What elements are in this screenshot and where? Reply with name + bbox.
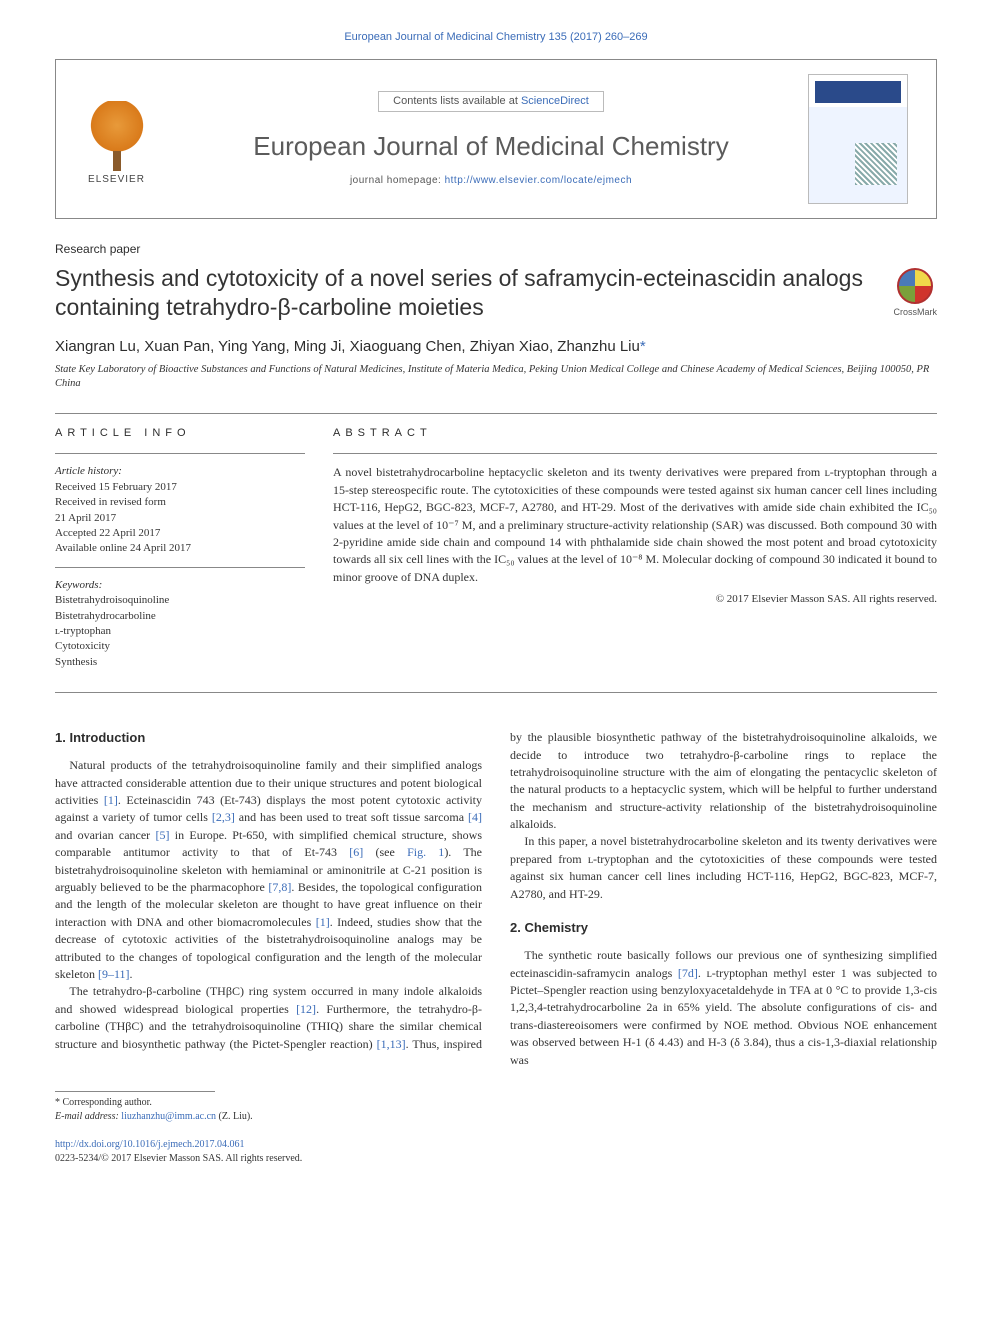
author-list: Xiangran Lu, Xuan Pan, Ying Yang, Ming J…	[55, 336, 937, 357]
received-line: Received 15 February 2017	[55, 480, 305, 495]
email-line: E-mail address: liuzhanzhu@imm.ac.cn (Z.…	[55, 1110, 937, 1124]
header-center: Contents lists available at ScienceDirec…	[190, 91, 792, 189]
revised-line-2: 21 April 2017	[55, 511, 305, 526]
abs-hr	[333, 453, 937, 454]
corresponding-email-link[interactable]: liuzhanzhu@imm.ac.cn	[121, 1111, 216, 1122]
s1p1-c: and has been used to treat soft tissue s…	[235, 810, 468, 824]
ref-4[interactable]: [4]	[468, 810, 482, 824]
ref-7d[interactable]: [7d]	[678, 966, 698, 980]
ref-7-8[interactable]: [7,8]	[268, 880, 291, 894]
keywords-label: Keywords:	[55, 578, 305, 593]
paper-title: Synthesis and cytotoxicity of a novel se…	[55, 264, 875, 322]
section-1-para-1: Natural products of the tetrahydroisoqui…	[55, 757, 482, 983]
issn-copyright: 0223-5234/© 2017 Elsevier Masson SAS. Al…	[55, 1152, 937, 1166]
online-line: Available online 24 April 2017	[55, 541, 305, 556]
kw-2: Bistetrahydrocarboline	[55, 609, 305, 624]
affiliation: State Key Laboratory of Bioactive Substa…	[55, 363, 937, 391]
crossmark-badge[interactable]: CrossMark	[893, 268, 937, 319]
elsevier-word: ELSEVIER	[88, 173, 145, 187]
article-info-block: ARTICLE INFO Article history: Received 1…	[55, 426, 305, 670]
homepage-link[interactable]: http://www.elsevier.com/locate/ejmech	[445, 175, 632, 186]
ref-12[interactable]: [12]	[296, 1002, 316, 1016]
journal-name-large: European Journal of Medicinal Chemistry	[190, 128, 792, 164]
ref-5[interactable]: [5]	[155, 828, 169, 842]
history-label: Article history:	[55, 464, 305, 479]
s1p1-d: and ovarian cancer	[55, 828, 155, 842]
ref-1[interactable]: [1]	[104, 793, 118, 807]
journal-homepage-line: journal homepage: http://www.elsevier.co…	[190, 174, 792, 188]
info-hr-1	[55, 453, 305, 454]
divider-bottom	[55, 692, 937, 693]
contents-lists-line: Contents lists available at ScienceDirec…	[378, 91, 604, 112]
crossmark-icon	[897, 268, 933, 304]
ref-9-11[interactable]: [9–11]	[98, 967, 130, 981]
info-hr-2	[55, 567, 305, 568]
s1p1-f: (see	[363, 845, 407, 859]
s2p1-b: . ʟ-tryptophan methyl ester 1 was subjec…	[510, 966, 937, 1067]
revised-line-1: Received in revised form	[55, 495, 305, 510]
homepage-pre: journal homepage:	[350, 175, 445, 186]
kw-1: Bistetrahydroisoquinoline	[55, 593, 305, 608]
article-info-head: ARTICLE INFO	[55, 426, 305, 441]
info-abstract-grid: ARTICLE INFO Article history: Received 1…	[55, 426, 937, 670]
authors-text: Xiangran Lu, Xuan Pan, Ying Yang, Ming J…	[55, 338, 640, 355]
divider-top	[55, 413, 937, 414]
abstract-copyright: © 2017 Elsevier Masson SAS. All rights r…	[333, 592, 937, 607]
doi-link[interactable]: http://dx.doi.org/10.1016/j.ejmech.2017.…	[55, 1139, 245, 1150]
ref-6[interactable]: [6]	[349, 845, 363, 859]
header-banner: ELSEVIER Contents lists available at Sci…	[55, 59, 937, 219]
abstract-head: ABSTRACT	[333, 426, 937, 441]
abstract-block: ABSTRACT A novel bistetrahydrocarboline …	[333, 426, 937, 670]
email-label: E-mail address:	[55, 1111, 121, 1122]
title-row: Synthesis and cytotoxicity of a novel se…	[55, 264, 937, 322]
section-1-heading: 1. Introduction	[55, 729, 482, 747]
fig-1-link[interactable]: Fig. 1	[407, 845, 444, 859]
doi-block: http://dx.doi.org/10.1016/j.ejmech.2017.…	[55, 1138, 937, 1166]
paper-type-label: Research paper	[55, 241, 937, 258]
footnote-block: * Corresponding author. E-mail address: …	[55, 1096, 937, 1124]
elsevier-tree-icon	[82, 101, 152, 171]
crossmark-label: CrossMark	[893, 306, 937, 319]
corresponding-star: *	[640, 338, 646, 355]
ref-1b[interactable]: [1]	[316, 915, 330, 929]
section-2-para-1: The synthetic route basically follows ou…	[510, 947, 937, 1069]
ref-1-13[interactable]: [1,13]	[377, 1037, 406, 1051]
journal-cover-thumbnail[interactable]	[808, 74, 908, 204]
abstract-text: A novel bistetrahydrocarboline heptacycl…	[333, 464, 937, 586]
kw-3: ʟ-tryptophan	[55, 624, 305, 639]
footnote-divider	[55, 1091, 215, 1092]
accepted-line: Accepted 22 April 2017	[55, 526, 305, 541]
body-columns: 1. Introduction Natural products of the …	[55, 729, 937, 1069]
section-1-para-3: In this paper, a novel bistetrahydrocarb…	[510, 833, 937, 903]
s1p1-j: .	[130, 967, 133, 981]
corresponding-author-note: * Corresponding author.	[55, 1096, 937, 1110]
elsevier-logo[interactable]: ELSEVIER	[74, 92, 159, 187]
section-2-heading: 2. Chemistry	[510, 919, 937, 937]
sciencedirect-link[interactable]: ScienceDirect	[521, 95, 589, 107]
email-tail: (Z. Liu).	[216, 1111, 253, 1122]
kw-5: Synthesis	[55, 655, 305, 670]
kw-4: Cytotoxicity	[55, 639, 305, 654]
contents-pre: Contents lists available at	[393, 95, 521, 107]
ref-2-3[interactable]: [2,3]	[212, 810, 235, 824]
journal-reference: European Journal of Medicinal Chemistry …	[55, 30, 937, 45]
